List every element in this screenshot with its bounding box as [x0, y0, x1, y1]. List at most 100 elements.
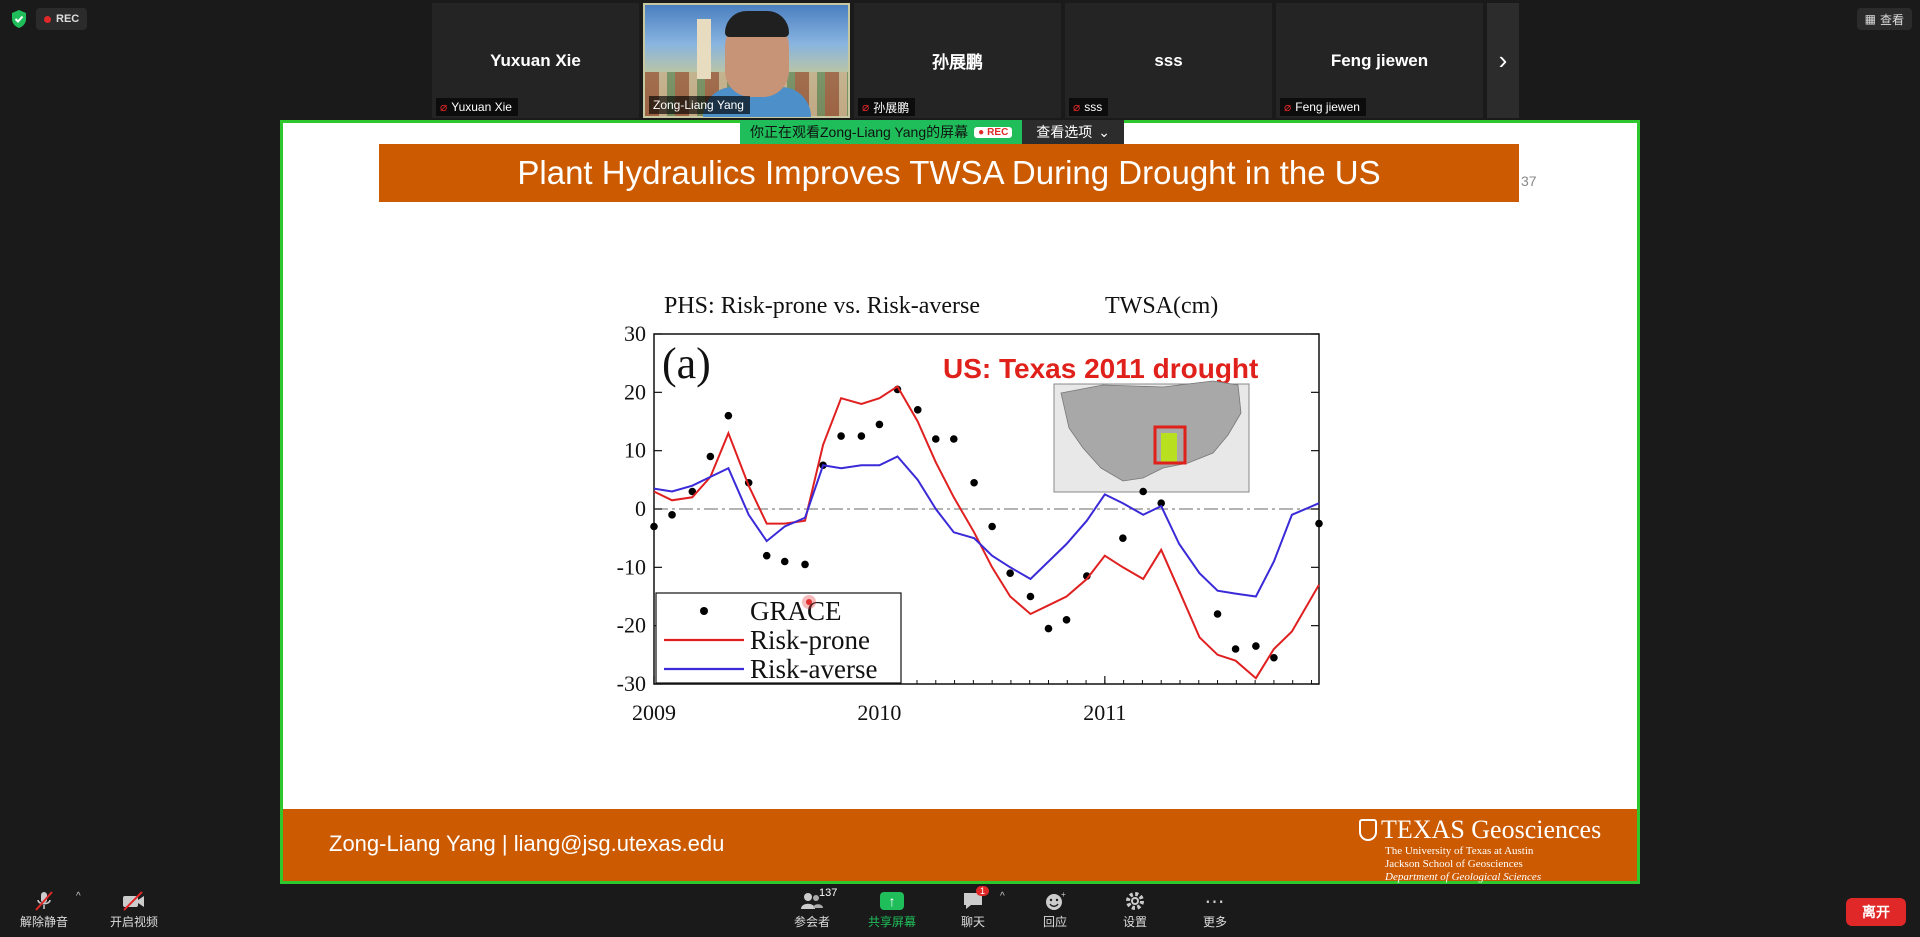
caret-up-icon[interactable]: ^: [1000, 891, 1005, 902]
more-dots-icon: ⋯: [1204, 890, 1226, 913]
share-screen-button[interactable]: ↑ 共享屏幕: [868, 889, 916, 930]
logo-line: The University of Texas at Austin: [1385, 845, 1534, 857]
x-tick-label: 2009: [632, 700, 676, 725]
meeting-toolbar: 解除静音 ^ 开启视频 137 参会者 ↑ 共享屏幕 1 聊天 ^ + 回应 设…: [0, 885, 1920, 937]
mic-muted-icon: ⌀: [1073, 100, 1081, 114]
legend-swatch: [700, 607, 708, 615]
grace-point: [706, 452, 715, 461]
view-label: 查看: [1879, 12, 1904, 27]
grace-point: [1026, 592, 1035, 601]
y-tick-label: 0: [635, 496, 646, 521]
share-label: 共享屏幕: [868, 915, 917, 929]
grace-point: [1231, 645, 1240, 653]
video-tower: [697, 19, 711, 79]
participant-name: 孙展鹏: [932, 53, 983, 72]
participant-label: ⌀ Yuxuan Xie: [436, 98, 518, 116]
svg-text:+: +: [1061, 890, 1066, 899]
video-person-hair: [725, 11, 789, 37]
viewing-banner: 你正在观看Zong-Liang Yang的屏幕 ● REC 查看选项 ⌄: [740, 120, 1125, 144]
settings-button[interactable]: 设置: [1120, 889, 1150, 930]
shared-screen: Plant Hydraulics Improves TWSA During Dr…: [280, 120, 1640, 884]
participant-label: ⌀ 孙展鹏: [858, 98, 916, 116]
active-speaker-tile[interactable]: Zong-Liang Yang: [643, 3, 850, 118]
legend-label: Risk-averse: [750, 654, 877, 684]
grace-point: [1119, 534, 1127, 542]
grace-point: [1213, 610, 1222, 618]
logo-line: Department of Geological Sciences: [1385, 871, 1542, 883]
caret-up-icon[interactable]: ^: [76, 891, 81, 902]
grace-point: [780, 557, 789, 566]
start-video-button[interactable]: 开启视频: [110, 889, 158, 930]
cursor-dot: [806, 599, 812, 605]
participant-tile[interactable]: sss ⌀ sss: [1065, 3, 1272, 118]
share-arrow-icon: ↑: [880, 892, 904, 910]
viewing-text: 你正在观看Zong-Liang Yang的屏幕: [750, 124, 969, 140]
video-off-icon: [123, 891, 144, 911]
view-button[interactable]: ▦ 查看: [1856, 8, 1912, 30]
participant-tile[interactable]: Yuxuan Xie ⌀ Yuxuan Xie: [432, 3, 639, 118]
grace-point: [1252, 642, 1260, 650]
unmute-label: 解除静音: [20, 915, 69, 929]
participant-name: Feng jiewen: [1330, 50, 1429, 70]
grace-point: [970, 478, 978, 487]
grace-point: [837, 432, 845, 440]
chart-svg: PHS: Risk-prone vs. Risk-averse TWSA(cm) 3…: [617, 293, 1323, 725]
grace-point: [988, 522, 996, 531]
viewing-status: 你正在观看Zong-Liang Yang的屏幕 ● REC: [740, 120, 1023, 144]
footer-contact: Zong-Liang Yang | liang@jsg.utexas.edu: [329, 831, 725, 856]
participants-label: 参会者: [794, 915, 831, 929]
grace-point: [801, 560, 809, 569]
start-video-label: 开启视频: [110, 915, 159, 929]
mic-muted-icon: ⌀: [440, 100, 448, 114]
recording-indicator[interactable]: REC: [36, 8, 88, 30]
view-options-label: 查看选项: [1036, 124, 1093, 140]
grace-point: [762, 551, 771, 560]
grace-point: [688, 487, 697, 496]
security-shield-icon[interactable]: [10, 9, 28, 29]
y-tick-label: 30: [624, 321, 646, 346]
chevron-right-icon[interactable]: ›: [1487, 3, 1519, 118]
smiley-add-icon: +: [1046, 890, 1066, 910]
mic-muted-icon: [35, 891, 53, 911]
slide-title: Plant Hydraulics Improves TWSA During Dr…: [379, 144, 1519, 202]
chat-label: 聊天: [960, 915, 985, 929]
leave-button[interactable]: 离开: [1846, 898, 1906, 926]
participant-tile[interactable]: 孙展鹏 ⌀ 孙展鹏: [854, 3, 1061, 118]
participant-tile[interactable]: Feng jiewen ⌀ Feng jiewen: [1276, 3, 1483, 118]
x-tick-label: 2011: [1083, 700, 1126, 725]
participant-label: ⌀ Feng jiewen: [1280, 98, 1366, 116]
participants-button[interactable]: 137 参会者: [794, 887, 837, 930]
grace-point: [724, 411, 733, 420]
chart-unit-label: TWSA(cm): [1105, 293, 1218, 319]
chat-button[interactable]: 1 聊天: [958, 886, 990, 930]
rec-label: REC: [56, 13, 80, 25]
unmute-button[interactable]: 解除静音: [20, 889, 68, 930]
grace-point: [913, 406, 922, 414]
mic-muted-icon: ⌀: [1284, 100, 1292, 114]
reactions-button[interactable]: + 回应: [1040, 889, 1070, 930]
y-tick-label: -20: [617, 613, 646, 638]
more-button[interactable]: ⋯ 更多: [1200, 889, 1230, 930]
grid-icon: ▦: [1864, 12, 1876, 26]
gear-icon: [1126, 892, 1144, 910]
grace-point: [668, 511, 676, 519]
participant-name: Yuxuan Xie: [490, 50, 581, 70]
grace-point: [1062, 616, 1071, 624]
participants-icon: [801, 893, 823, 909]
more-label: 更多: [1202, 915, 1227, 929]
series-line-risk-prone: [653, 385, 1320, 680]
us-map-shape: [1060, 380, 1242, 482]
chat-badge: 1: [976, 886, 990, 896]
series-line-risk-averse: [653, 455, 1320, 598]
legend-label: Risk-prone: [750, 625, 870, 655]
y-tick-label: -30: [617, 671, 646, 696]
y-tick-label: -10: [617, 554, 646, 579]
texas-highlight: [1161, 433, 1177, 463]
grace-point: [931, 435, 940, 443]
chat-icon: [964, 893, 982, 909]
x-tick-label: 2010: [857, 700, 901, 725]
panel-label: (a): [662, 339, 711, 388]
participant-name: sss: [1154, 50, 1183, 70]
inset-label: US: Texas 2011 drought: [943, 353, 1258, 384]
view-options-button[interactable]: 查看选项 ⌄: [1022, 120, 1125, 144]
